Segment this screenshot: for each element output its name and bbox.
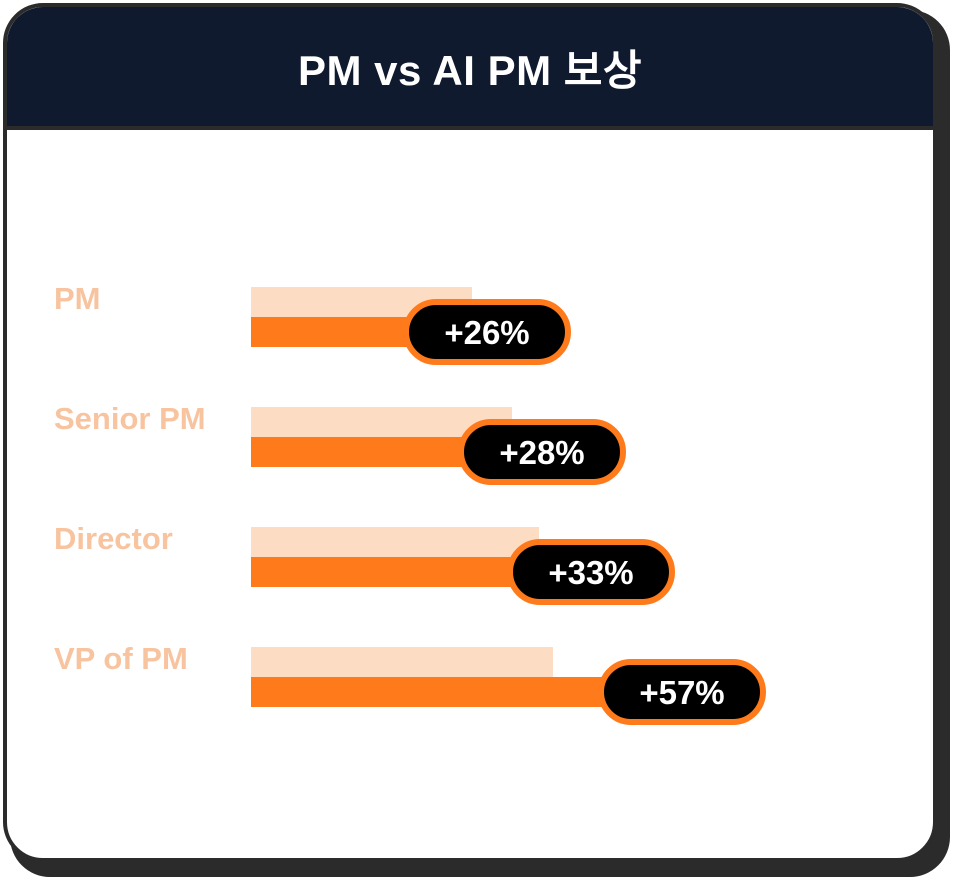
increase-label: +33% xyxy=(548,554,633,591)
pm-bar xyxy=(251,647,553,677)
category-label: Senior PM xyxy=(54,401,206,436)
increase-badge xyxy=(598,659,766,725)
category-label: PM xyxy=(54,281,101,316)
increase-badge xyxy=(458,419,626,485)
category-label: VP of PM xyxy=(54,641,188,676)
increase-label: +26% xyxy=(444,314,529,351)
increase-badge xyxy=(507,539,675,605)
pm-bar xyxy=(251,527,539,557)
increase-badge xyxy=(403,299,571,365)
increase-label: +28% xyxy=(499,434,584,471)
chart-title: PM vs AI PM 보상 xyxy=(297,47,643,94)
increase-label: +57% xyxy=(639,674,724,711)
category-label: Director xyxy=(54,521,173,556)
chart-header: PM vs AI PM 보상 xyxy=(7,7,933,130)
